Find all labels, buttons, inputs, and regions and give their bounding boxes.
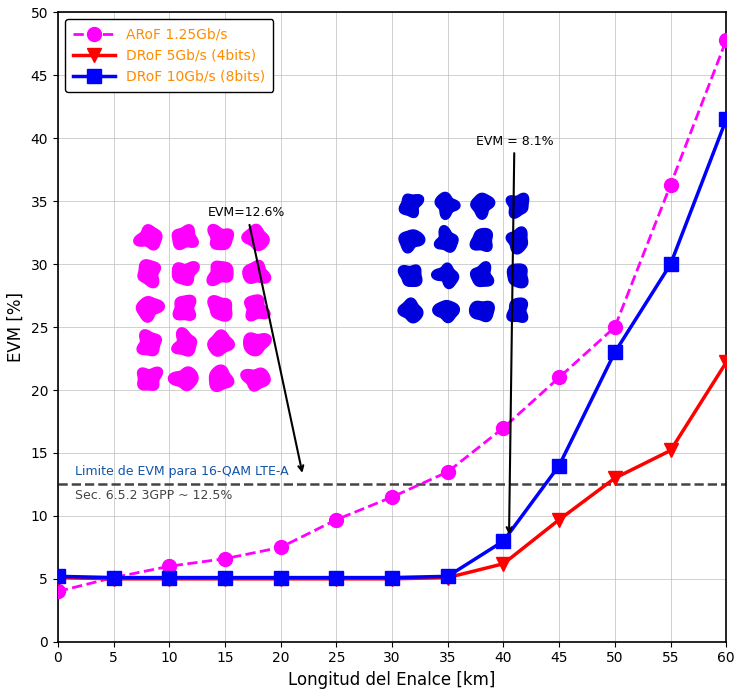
Polygon shape [399, 230, 424, 253]
ARoF 1.25Gb/s [165, 562, 174, 571]
DRoF 10Gb/s (8bits) [220, 574, 229, 582]
Polygon shape [208, 225, 234, 249]
Polygon shape [243, 333, 271, 356]
DRoF 10Gb/s (8bits) [666, 260, 675, 269]
DRoF 5Gb/s (4bits) [276, 575, 285, 583]
Polygon shape [172, 328, 197, 356]
DRoF 5Gb/s (4bits) [332, 575, 341, 583]
ARoF 1.25Gb/s [276, 543, 285, 551]
Polygon shape [209, 365, 234, 391]
DRoF 10Gb/s (8bits) [109, 574, 118, 582]
DRoF 10Gb/s (8bits) [499, 537, 508, 545]
DRoF 10Gb/s (8bits) [332, 574, 341, 582]
DRoF 10Gb/s (8bits) [165, 574, 174, 582]
Polygon shape [432, 263, 459, 289]
ARoF 1.25Gb/s [332, 516, 341, 524]
DRoF 10Gb/s (8bits) [611, 348, 620, 356]
Text: EVM=12.6%: EVM=12.6% [209, 206, 303, 470]
DRoF 5Gb/s (4bits) [611, 474, 620, 482]
DRoF 5Gb/s (4bits) [220, 575, 229, 583]
Polygon shape [207, 261, 233, 285]
Polygon shape [507, 298, 528, 322]
Legend: ARoF 1.25Gb/s, DRoF 5Gb/s (4bits), DRoF 10Gb/s (8bits): ARoF 1.25Gb/s, DRoF 5Gb/s (4bits), DRoF … [65, 19, 273, 92]
Text: Sec. 6.5.2 3GPP ~ 12.5%: Sec. 6.5.2 3GPP ~ 12.5% [74, 489, 232, 503]
Polygon shape [137, 296, 165, 322]
DRoF 10Gb/s (8bits) [53, 572, 62, 580]
DRoF 5Gb/s (4bits) [165, 575, 174, 583]
Text: EVM = 8.1%: EVM = 8.1% [476, 134, 554, 532]
ARoF 1.25Gb/s [499, 424, 508, 432]
Polygon shape [508, 264, 528, 287]
ARoF 1.25Gb/s [666, 181, 675, 189]
Polygon shape [433, 301, 459, 323]
Polygon shape [470, 262, 493, 287]
DRoF 5Gb/s (4bits) [722, 358, 731, 367]
Polygon shape [506, 193, 528, 218]
DRoF 10Gb/s (8bits) [276, 574, 285, 582]
Polygon shape [398, 265, 422, 286]
Polygon shape [137, 367, 162, 390]
DRoF 10Gb/s (8bits) [387, 574, 396, 582]
ARoF 1.25Gb/s [220, 555, 229, 563]
ARoF 1.25Gb/s [722, 36, 731, 45]
Y-axis label: EVM [%]: EVM [%] [7, 292, 25, 362]
Polygon shape [435, 226, 458, 252]
Line: ARoF 1.25Gb/s: ARoF 1.25Gb/s [51, 33, 733, 599]
ARoF 1.25Gb/s [53, 587, 62, 596]
Polygon shape [245, 295, 270, 321]
DRoF 5Gb/s (4bits) [555, 516, 564, 524]
Polygon shape [208, 296, 232, 321]
Polygon shape [138, 260, 160, 287]
Polygon shape [435, 192, 460, 219]
Polygon shape [168, 367, 198, 390]
DRoF 5Gb/s (4bits) [109, 575, 118, 583]
Polygon shape [398, 298, 423, 323]
Polygon shape [242, 224, 269, 251]
Line: DRoF 5Gb/s (4bits): DRoF 5Gb/s (4bits) [51, 356, 733, 586]
Polygon shape [399, 194, 424, 217]
X-axis label: Longitud del Enalce [km]: Longitud del Enalce [km] [289, 671, 496, 689]
DRoF 10Gb/s (8bits) [722, 116, 731, 124]
Polygon shape [137, 330, 161, 356]
Polygon shape [470, 228, 493, 251]
Polygon shape [172, 262, 200, 285]
Polygon shape [471, 193, 495, 219]
ARoF 1.25Gb/s [109, 574, 118, 582]
Line: DRoF 10Gb/s (8bits): DRoF 10Gb/s (8bits) [51, 113, 733, 585]
DRoF 5Gb/s (4bits) [443, 574, 452, 582]
Polygon shape [208, 330, 234, 356]
DRoF 5Gb/s (4bits) [53, 574, 62, 582]
DRoF 5Gb/s (4bits) [666, 446, 675, 454]
Polygon shape [470, 301, 494, 322]
Polygon shape [506, 227, 528, 254]
Text: Limite de EVM para 16-QAM LTE-A: Limite de EVM para 16-QAM LTE-A [74, 465, 288, 478]
DRoF 10Gb/s (8bits) [555, 461, 564, 470]
Polygon shape [241, 368, 270, 391]
Polygon shape [173, 295, 196, 320]
Polygon shape [134, 225, 162, 250]
ARoF 1.25Gb/s [443, 468, 452, 476]
Polygon shape [243, 260, 271, 283]
Polygon shape [172, 225, 198, 249]
ARoF 1.25Gb/s [387, 493, 396, 501]
DRoF 5Gb/s (4bits) [387, 575, 396, 583]
ARoF 1.25Gb/s [555, 373, 564, 381]
DRoF 10Gb/s (8bits) [443, 572, 452, 580]
ARoF 1.25Gb/s [611, 323, 620, 331]
DRoF 5Gb/s (4bits) [499, 560, 508, 568]
